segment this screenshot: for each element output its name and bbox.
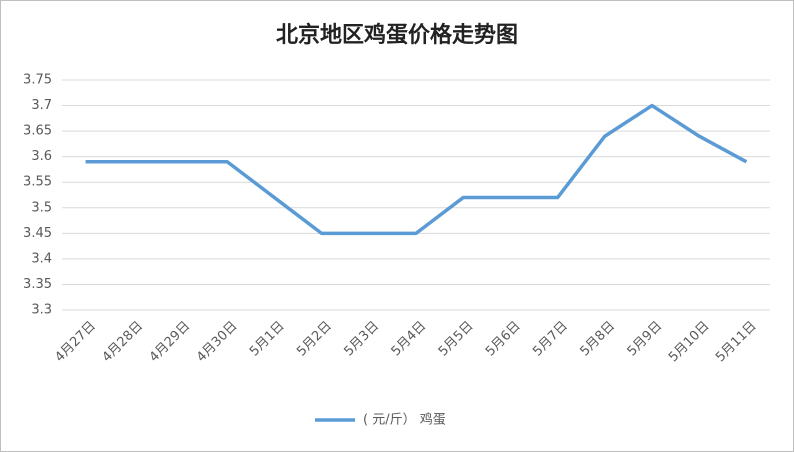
chart-title: 北京地区鸡蛋价格走势图 — [276, 22, 518, 48]
y-tick-label: 3.55 — [23, 175, 52, 190]
y-tick-label: 3.75 — [23, 73, 52, 88]
y-tick-label: 3.45 — [23, 226, 52, 241]
line-series — [85, 103, 748, 236]
y-tick-label: 3.65 — [23, 124, 52, 139]
y-tick-label: 3.3 — [31, 303, 52, 318]
y-tick-label: 3.7 — [31, 98, 52, 113]
y-tick-label: 3.6 — [31, 149, 52, 164]
legend-label: ( 元/斤） 鸡蛋 — [363, 412, 446, 428]
y-tick-label: 3.4 — [31, 251, 52, 266]
y-tick-label: 3.35 — [23, 277, 52, 292]
y-tick-label: 3.5 — [31, 200, 52, 215]
